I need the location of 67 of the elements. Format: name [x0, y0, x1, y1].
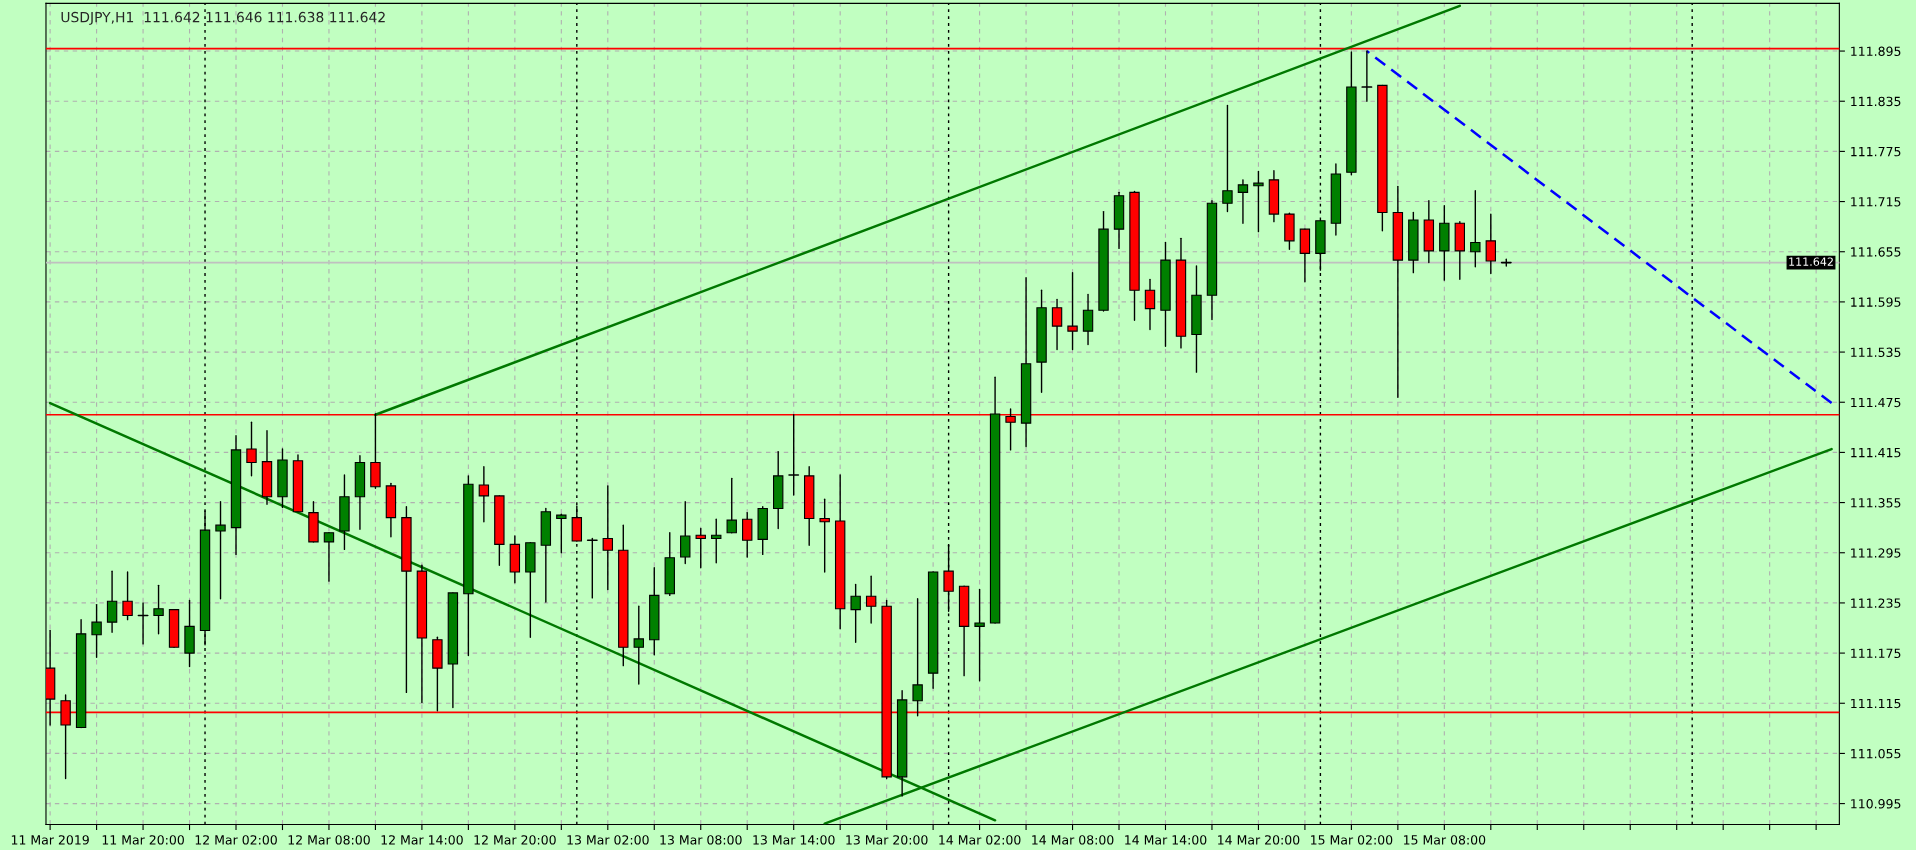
y-tick-label: 111.115	[1851, 698, 1901, 709]
y-tick-label: 111.775	[1851, 147, 1901, 157]
candlestick	[742, 511, 753, 558]
candlestick	[586, 537, 598, 599]
y-tick-label: 111.235	[1851, 598, 1901, 608]
candlestick	[850, 583, 861, 643]
candlestick	[1222, 104, 1233, 213]
candlestick	[91, 603, 102, 658]
y-tick-label: 110.995	[1851, 799, 1901, 809]
candlestick	[865, 575, 877, 624]
x-tick-label: 14 Mar 20:00	[1218, 835, 1300, 845]
y-tick-label: 111.535	[1851, 347, 1901, 357]
candlestick	[215, 501, 226, 600]
x-tick-label: 14 Mar 14:00	[1125, 835, 1207, 845]
candlestick	[711, 518, 722, 564]
candlestick	[1253, 170, 1264, 233]
candlestick	[695, 527, 706, 569]
y-tick-label: 111.595	[1851, 297, 1901, 307]
candlestick	[246, 421, 257, 477]
text: USDJPY,H1 111.642 111.646 111.638 111.642	[61, 11, 385, 25]
x-tick-label: 13 Mar 02:00	[567, 835, 649, 845]
y-tick-label: 111.715	[1851, 197, 1901, 207]
y-tick-label: 111.655	[1851, 247, 1901, 257]
y-tick-label: 111.475	[1851, 397, 1901, 408]
x-tick-label: 11 Mar 20:00	[102, 835, 184, 845]
x-tick-label: 12 Mar 20:00	[474, 835, 556, 845]
candlestick	[912, 598, 923, 717]
y-tick-label: 111.055	[1851, 748, 1901, 759]
x-tick-label: 13 Mar 14:00	[753, 835, 835, 845]
candlestick	[1144, 278, 1156, 331]
candlestick	[602, 485, 614, 591]
candlestick	[1082, 293, 1094, 346]
x-tick-label: 12 Mar 08:00	[288, 835, 370, 845]
x-tick-label: 13 Mar 20:00	[846, 835, 928, 845]
x-tick-label: 15 Mar 02:00	[1311, 835, 1393, 845]
candlestick	[819, 498, 830, 573]
y-tick-label: 111.895	[1851, 46, 1901, 56]
candlestick	[1361, 50, 1373, 102]
x-tick-label: 12 Mar 14:00	[381, 835, 463, 845]
candlestick	[633, 605, 644, 685]
candlestick	[478, 465, 490, 523]
candlestick	[323, 531, 335, 582]
candlestick	[726, 477, 737, 534]
x-tick-label: 11 Mar 2019	[11, 835, 89, 845]
x-tick-label: 15 Mar 08:00	[1403, 835, 1486, 845]
candlestick	[106, 570, 118, 633]
y-tick-label: 111.175	[1851, 648, 1901, 659]
y-tick-label: 111.295	[1851, 548, 1901, 558]
candlestick	[122, 571, 133, 621]
candlestick	[680, 501, 691, 565]
candlestick	[1470, 190, 1481, 268]
candlestick	[556, 513, 567, 554]
candlestick	[1067, 271, 1078, 351]
x-tick-label: 13 Mar 08:00	[660, 835, 742, 845]
candlestick	[153, 584, 164, 635]
y-tick-label: 111.355	[1851, 498, 1901, 508]
candlestick	[1051, 298, 1063, 351]
candlestick	[974, 588, 985, 682]
candlestick	[1485, 213, 1497, 275]
x-tick-label: 14 Mar 02:00	[939, 835, 1021, 845]
x-tick-label: 14 Mar 08:00	[1032, 835, 1114, 845]
x-tick-label: 12 Mar 02:00	[195, 835, 277, 845]
candlestick	[1237, 179, 1249, 225]
ref-line-label: 111.642	[1789, 257, 1833, 266]
y-tick-label: 111.415	[1851, 448, 1901, 458]
y-tick-label: 111.835	[1851, 96, 1901, 107]
candlestick	[788, 414, 800, 496]
